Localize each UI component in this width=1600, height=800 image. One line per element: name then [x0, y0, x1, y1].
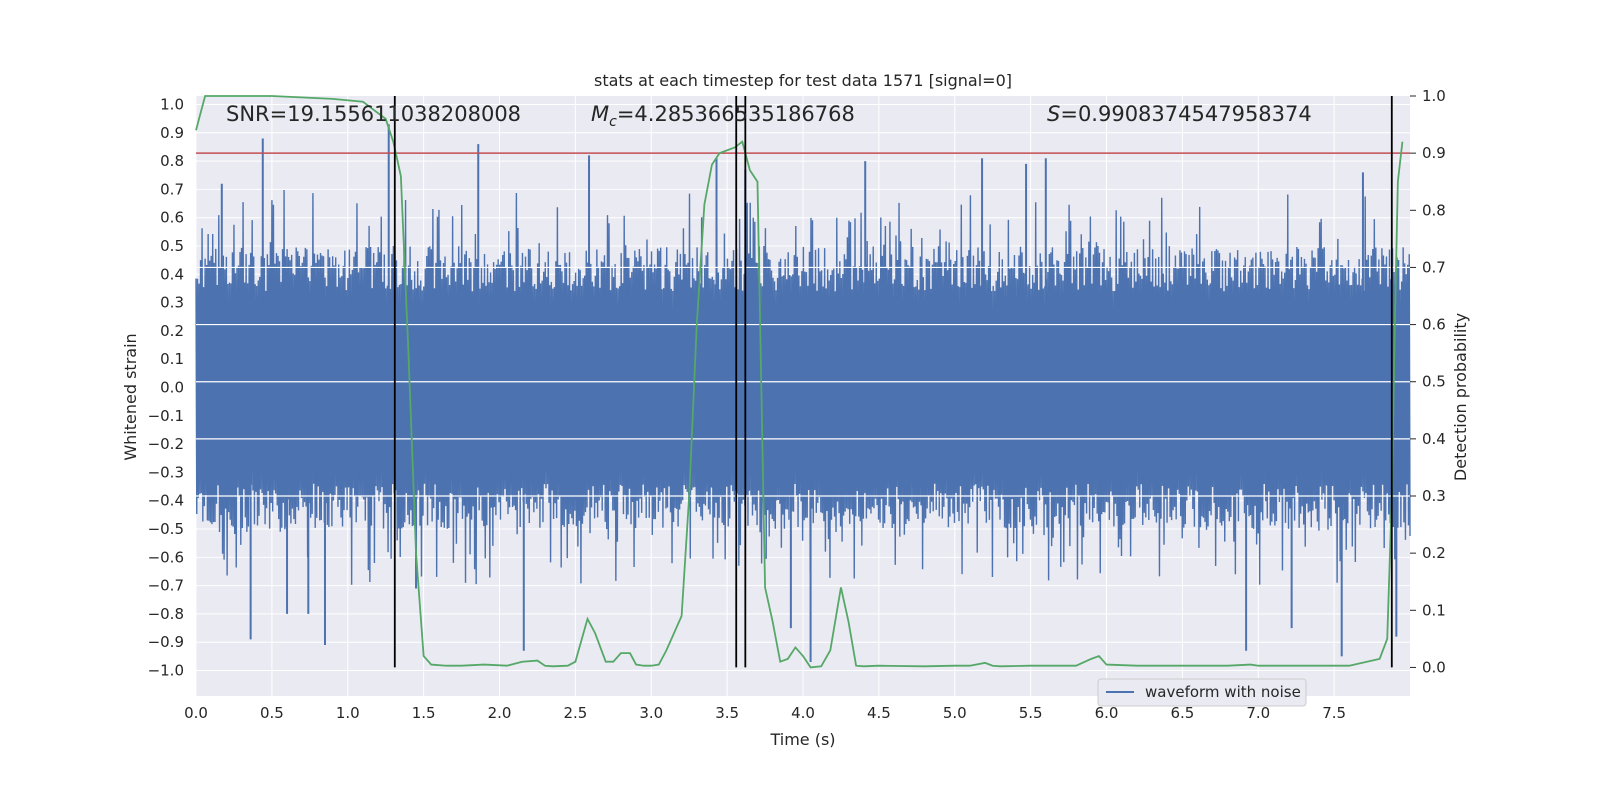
chirp-mass-annotation: Mc=4.285366535186768 [591, 102, 855, 130]
y-tick-label-right: 0.2 [1422, 544, 1446, 562]
x-tick-label: 5.0 [943, 704, 967, 722]
x-tick-label: 4.0 [791, 704, 815, 722]
y-tick-label-right: 0.1 [1422, 601, 1446, 619]
y-tick-label-left: −1.0 [148, 662, 184, 680]
y-tick-label-left: 0.9 [160, 124, 184, 142]
legend-box [1097, 678, 1307, 707]
y-tick-label-right: 0.7 [1422, 258, 1446, 276]
y-tick-label-right: 0.0 [1422, 658, 1446, 676]
x-tick-label: 0.0 [184, 704, 208, 722]
s-symbol: S [1047, 102, 1060, 126]
x-tick-label: 5.5 [1019, 704, 1043, 722]
legend: waveform with noise [1097, 678, 1307, 707]
s-annotation: S=0.9908374547958374 [1047, 102, 1312, 126]
x-tick-label: 1.5 [412, 704, 436, 722]
mc-subscript: c [609, 114, 617, 130]
mc-symbol: M [591, 102, 609, 126]
x-tick-label: 4.5 [867, 704, 891, 722]
x-tick-label: 2.5 [563, 704, 587, 722]
y-tick-label-right: 0.3 [1422, 487, 1446, 505]
y-tick-label-left: −0.7 [148, 577, 184, 595]
x-tick-label: 2.0 [488, 704, 512, 722]
y-axis-ticks-left: 1.0 0.9 0.8 0.7 0.6 0.5 0.4 0.3 0.2 0.1 0.0 −0.1 −0.… [148, 95, 184, 679]
y-tick-label-left: 0.2 [160, 322, 184, 340]
x-axis-label: Time (s) [769, 730, 835, 749]
y-axis-ticks-right: 1.0 0.9 0.8 0.7 0.6 0.5 0.4 0.3 0.2 0.1 0.0 [1410, 87, 1446, 676]
y-tick-label-left: 0.4 [160, 265, 184, 283]
y-tick-label-right: 1.0 [1422, 87, 1446, 105]
x-tick-label: 3.5 [715, 704, 739, 722]
x-tick-label: 7.0 [1246, 704, 1270, 722]
y-tick-label-left: −0.3 [148, 463, 184, 481]
y-tick-label-left: 0.1 [160, 350, 184, 368]
y-tick-label-left: 1.0 [160, 95, 184, 113]
y-tick-label-left: −0.6 [148, 548, 184, 566]
x-tick-label: 3.0 [639, 704, 663, 722]
snr-annotation: SNR=19.155611038208008 [226, 102, 521, 126]
y-tick-label-left: 0.3 [160, 294, 184, 312]
x-axis-ticks: 0.0 0.5 1.0 1.5 2.0 2.5 3.0 3.5 4.0 4.5 5.0 5.5 6.0 6… [184, 704, 1346, 722]
y-axis-label-left: Whitened strain [121, 333, 140, 460]
y-tick-label-left: −0.8 [148, 605, 184, 623]
detection-probability-line [195, 95, 1404, 669]
x-tick-label: 6.0 [1095, 704, 1119, 722]
y-tick-label-left: −0.1 [148, 407, 184, 425]
s-value: =0.9908374547958374 [1060, 102, 1311, 126]
y-tick-label-left: 0.6 [160, 209, 184, 227]
waveform-line [195, 190, 1411, 585]
x-tick-label: 0.5 [260, 704, 284, 722]
y-tick-label-left: 0.0 [160, 379, 184, 397]
mc-value: =4.285366535186768 [617, 102, 855, 126]
y-tick-label-right: 0.4 [1422, 430, 1446, 448]
y-tick-label-right: 0.9 [1422, 144, 1446, 162]
y-tick-label-left: −0.9 [148, 633, 184, 651]
x-tick-label: 1.0 [336, 704, 360, 722]
y-axis-label-right: Detection probability [1451, 313, 1470, 481]
y-tick-label-left: −0.5 [148, 520, 184, 538]
plot-area: 0.0 0.5 1.0 1.5 2.0 2.5 3.0 3.5 4.0 4.5 5.0 5.5 6.0 6… [148, 87, 1446, 722]
y-tick-label-left: 0.5 [160, 237, 184, 255]
y-tick-label-right: 0.5 [1422, 373, 1446, 391]
chart-title: stats at each timestep for test data 157… [594, 71, 1012, 90]
y-tick-label-right: 0.6 [1422, 316, 1446, 334]
x-tick-label: 6.5 [1170, 704, 1194, 722]
x-tick-label: 7.5 [1322, 704, 1346, 722]
annotations: stats at each timestep for test data 157… [121, 71, 1470, 749]
y-tick-label-left: 0.8 [160, 152, 184, 170]
y-tick-label-left: 0.7 [160, 180, 184, 198]
y-tick-label-right: 0.8 [1422, 201, 1446, 219]
y-tick-label-left: −0.2 [148, 435, 184, 453]
legend-label: waveform with noise [1145, 683, 1301, 701]
y-tick-label-left: −0.4 [148, 492, 184, 510]
